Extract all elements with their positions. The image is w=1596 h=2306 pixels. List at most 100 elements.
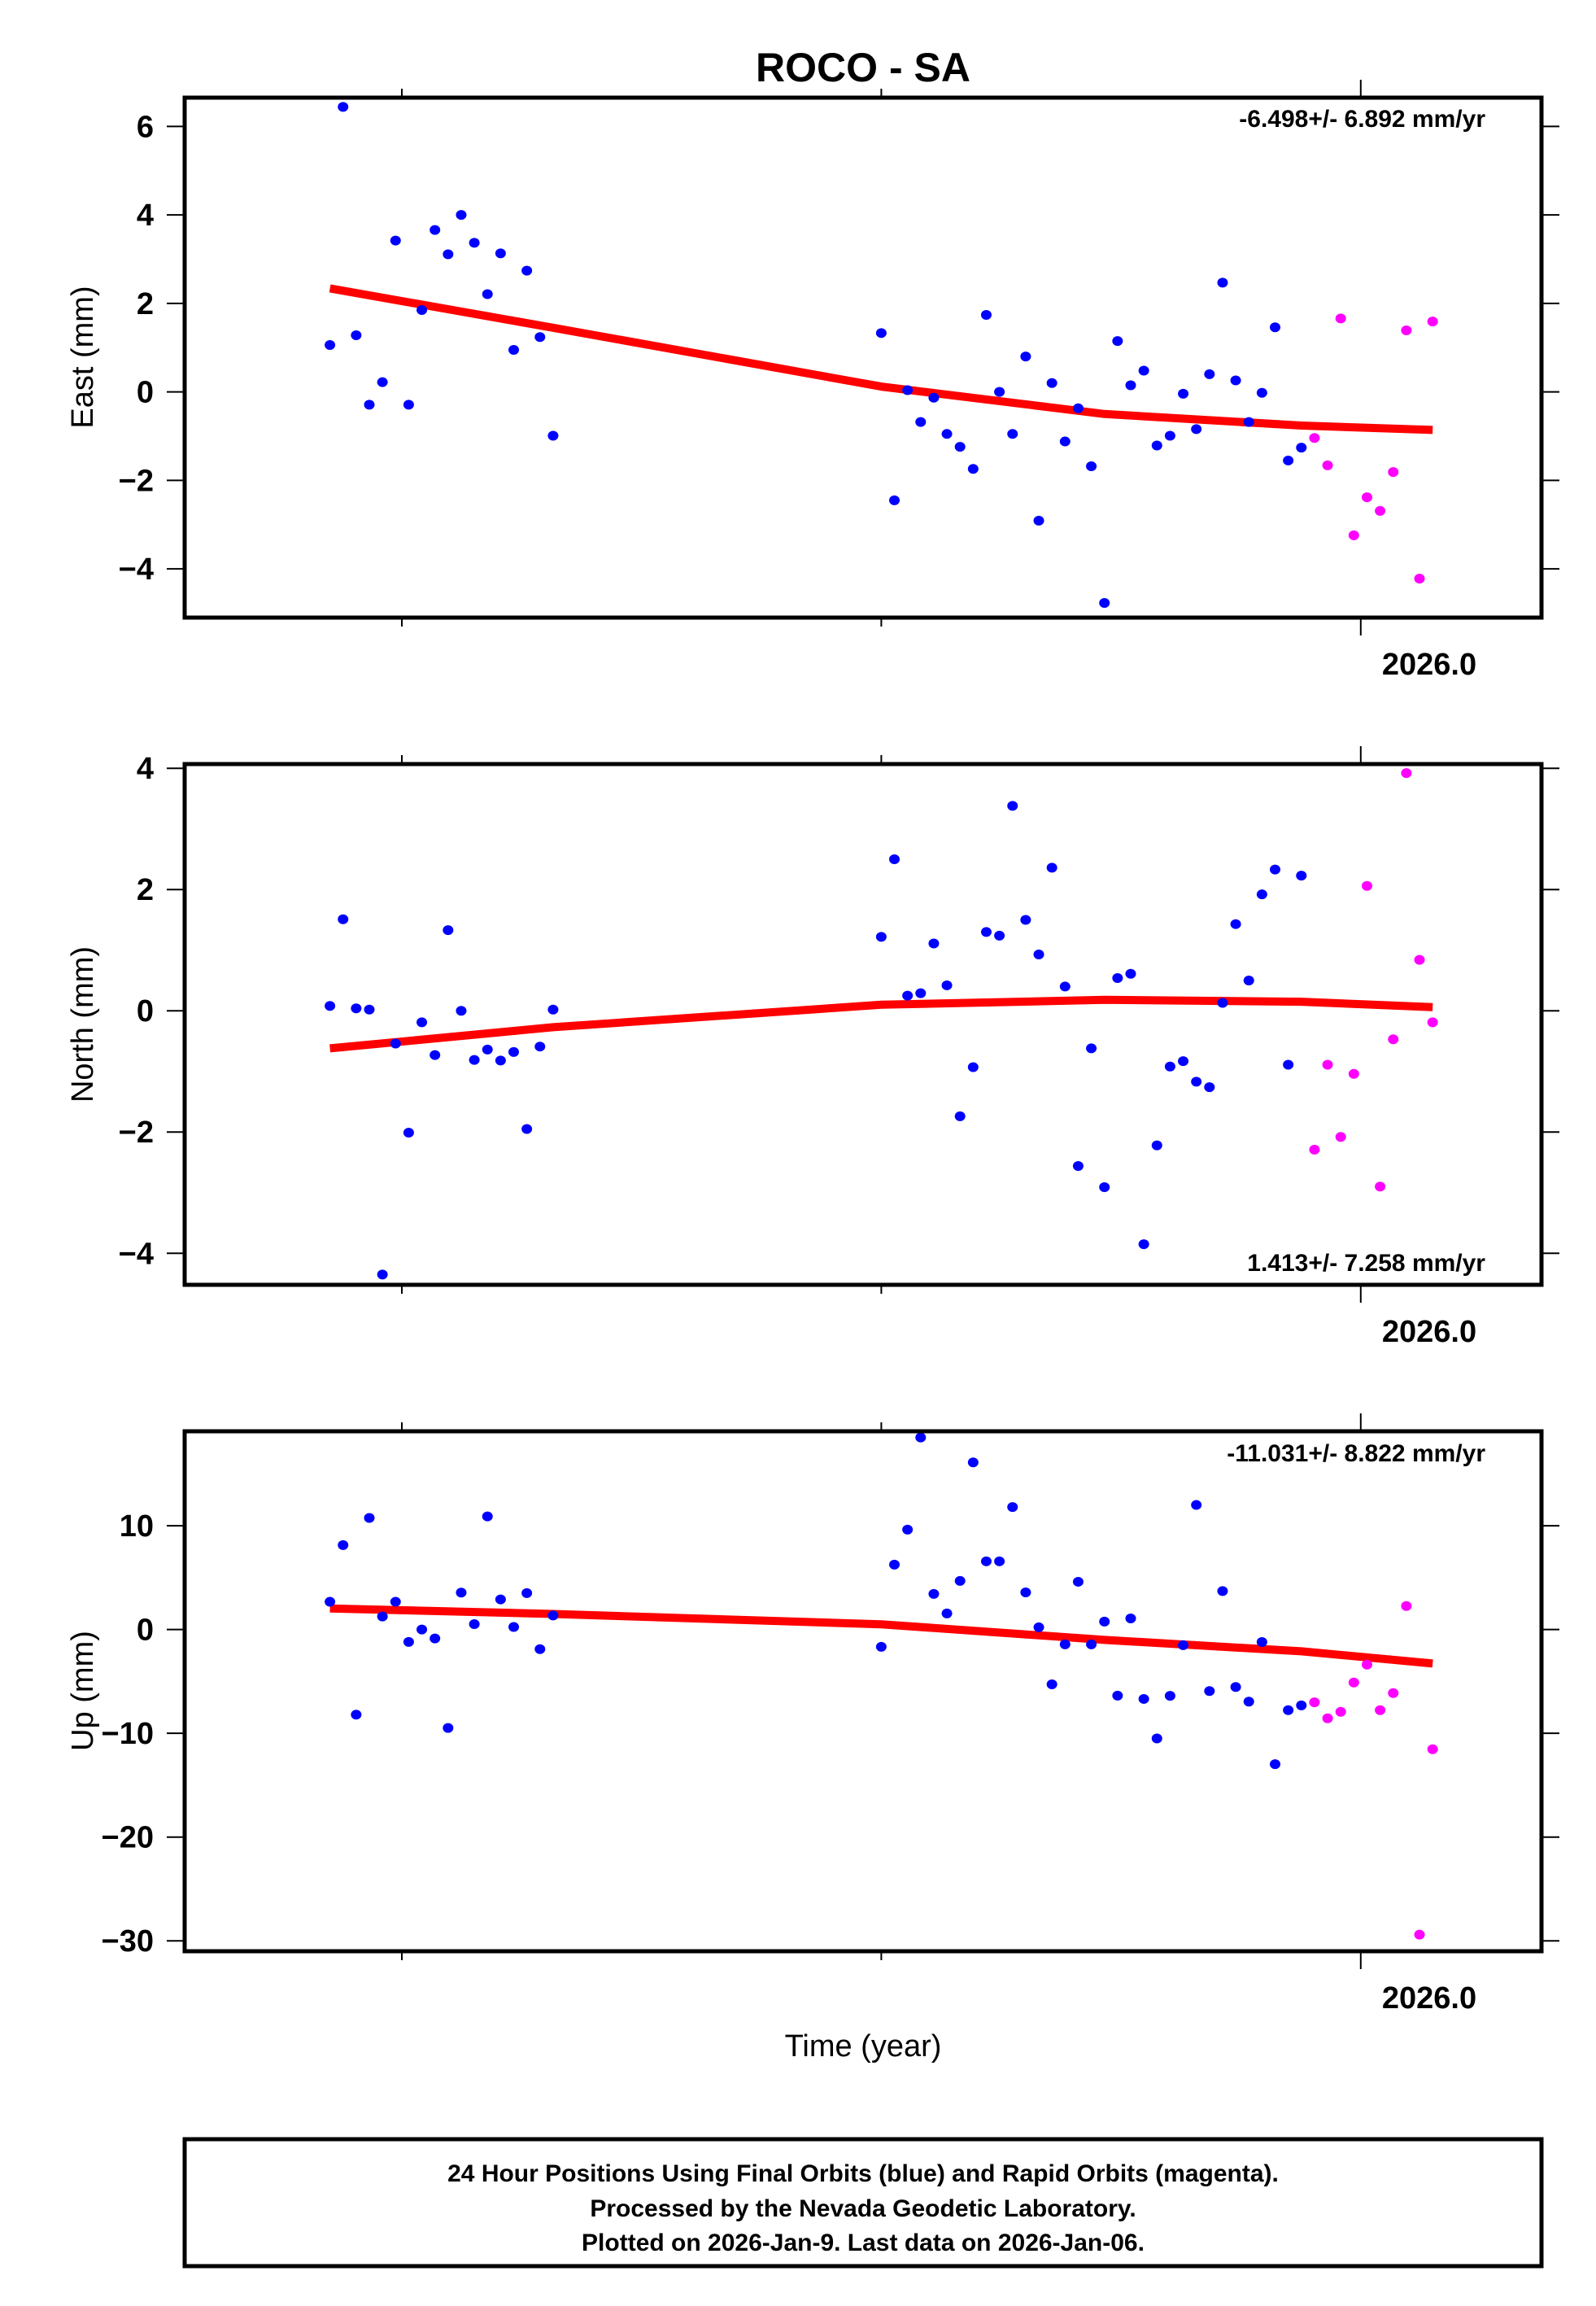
north-final-point	[967, 1062, 979, 1072]
north-y-tick-label: 4	[137, 752, 154, 786]
north-y-tick-label: −4	[119, 1237, 154, 1271]
up-final-point	[1138, 1693, 1149, 1704]
north-final-point	[456, 1006, 467, 1016]
north-final-point	[1112, 973, 1123, 984]
east-final-point	[1046, 378, 1057, 388]
north-final-point	[1256, 889, 1267, 900]
east-final-point	[1112, 336, 1123, 347]
up-final-point	[547, 1610, 559, 1621]
up-final-point	[1033, 1622, 1044, 1632]
up-y-axis-label: Up (mm)	[66, 1631, 100, 1751]
up-final-point	[1296, 1700, 1307, 1710]
north-rapid-point	[1414, 954, 1425, 965]
east-final-point	[1191, 424, 1202, 435]
north-rapid-point	[1322, 1059, 1333, 1070]
up-final-point	[1217, 1586, 1228, 1596]
east-final-point	[456, 210, 467, 221]
north-final-point	[1138, 1239, 1149, 1250]
up-final-point	[1086, 1639, 1097, 1649]
north-rapid-point	[1427, 1017, 1438, 1028]
north-final-point	[1033, 949, 1044, 959]
up-final-point	[325, 1596, 336, 1607]
north-y-axis-label: North (mm)	[66, 946, 100, 1103]
north-final-point	[1217, 998, 1228, 1008]
up-final-point	[1191, 1500, 1202, 1510]
up-final-point	[980, 1556, 992, 1566]
east-rapid-point	[1427, 317, 1438, 327]
north-final-point	[954, 1111, 966, 1121]
up-final-point	[1256, 1637, 1267, 1648]
north-final-point	[1099, 1182, 1110, 1193]
north-panel: North (mm) 1.413+/- 7.258 mm/yr 2026.0 4…	[66, 746, 1559, 1349]
north-final-point	[1125, 968, 1136, 979]
north-final-point	[1020, 915, 1031, 925]
up-rapid-point	[1335, 1706, 1346, 1717]
up-rapid-point	[1401, 1601, 1412, 1611]
north-final-point	[403, 1127, 414, 1138]
up-final-point	[390, 1596, 401, 1607]
north-final-point	[1204, 1082, 1215, 1093]
up-final-point	[967, 1457, 979, 1468]
east-final-point	[1270, 322, 1281, 333]
east-rapid-point	[1401, 325, 1412, 336]
east-rapid-point	[1322, 460, 1333, 470]
up-final-point	[1007, 1502, 1018, 1513]
north-rapid-point	[1388, 1034, 1399, 1045]
east-final-point	[1007, 429, 1018, 439]
north-final-point	[980, 927, 992, 937]
north-final-point	[902, 990, 914, 1001]
east-y-axis-label: East (mm)	[66, 286, 100, 428]
north-rapid-point	[1361, 880, 1372, 891]
east-final-point	[416, 305, 428, 316]
east-y-tick-label: 0	[137, 376, 154, 410]
north-final-point	[941, 980, 953, 990]
east-final-point	[534, 332, 546, 343]
north-final-point	[390, 1038, 401, 1049]
east-y-tick-label: 2	[137, 287, 154, 321]
east-final-point	[928, 392, 940, 403]
east-x-tick-label-2026: 2026.0	[1382, 648, 1476, 682]
east-data-layer	[325, 102, 1438, 609]
east-rapid-point	[1388, 467, 1399, 478]
east-final-point	[902, 385, 914, 395]
up-final-point	[508, 1622, 520, 1632]
east-final-point	[1086, 461, 1097, 472]
east-final-point	[430, 225, 441, 235]
up-final-point	[482, 1511, 493, 1522]
north-final-point	[1230, 919, 1241, 929]
east-y-tick-label: 4	[137, 199, 154, 233]
north-rapid-point	[1309, 1144, 1320, 1155]
up-frame	[182, 1429, 1544, 1954]
east-final-point	[1204, 369, 1215, 379]
north-rapid-point	[1401, 768, 1412, 779]
east-final-point	[1296, 443, 1307, 453]
north-final-point	[351, 1003, 362, 1014]
east-final-point	[980, 310, 992, 321]
east-final-point	[1151, 440, 1162, 451]
caption-line-3: Plotted on 2026-Jan-9. Last data on 2026…	[582, 2230, 1145, 2256]
up-final-point	[1243, 1697, 1254, 1707]
east-final-point	[1230, 375, 1241, 386]
up-trend-line	[329, 1604, 1433, 1668]
up-final-point	[534, 1644, 546, 1654]
east-final-point	[351, 330, 362, 341]
east-final-point	[377, 377, 388, 387]
east-final-point	[1072, 403, 1084, 413]
east-final-point	[1178, 388, 1189, 399]
east-final-point	[390, 235, 401, 246]
east-final-point	[1099, 598, 1110, 609]
north-final-point	[1046, 863, 1057, 873]
up-rapid-point	[1322, 1713, 1333, 1723]
up-final-point	[915, 1432, 927, 1443]
east-final-point	[547, 430, 559, 441]
up-data-layer	[325, 1432, 1438, 1940]
east-final-point	[1256, 387, 1267, 398]
up-y-tick-label: −20	[102, 1821, 154, 1855]
up-rapid-point	[1388, 1688, 1399, 1698]
up-final-point	[456, 1588, 467, 1598]
north-rate-label: 1.413+/- 7.258 mm/yr	[1247, 1250, 1485, 1277]
north-final-point	[508, 1046, 520, 1057]
up-final-point	[941, 1608, 953, 1618]
up-final-point	[416, 1624, 428, 1635]
